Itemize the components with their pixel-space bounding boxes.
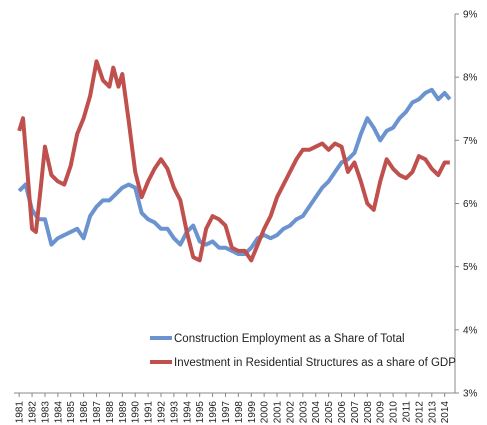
x-tick-label: 1994 — [182, 401, 193, 424]
x-tick-label: 2000 — [260, 401, 271, 424]
x-tick-label: 2013 — [427, 401, 438, 424]
legend-label: Investment in Residential Structures as … — [174, 357, 456, 369]
y-tick-label: 4% — [463, 325, 478, 336]
legend-label: Construction Employment as a Share of To… — [174, 333, 405, 345]
series-line — [17, 59, 450, 263]
x-tick-label: 2001 — [273, 401, 284, 424]
x-tick-label: 2011 — [402, 401, 413, 423]
x-tick-label: 1987 — [92, 401, 103, 424]
x-tick-label: 1990 — [131, 401, 142, 424]
x-tick-label: 2005 — [324, 401, 335, 424]
x-tick-label: 2006 — [337, 401, 348, 424]
y-tick-label: 9% — [463, 10, 478, 21]
x-tick-label: 2010 — [389, 401, 400, 424]
y-tick-label: 7% — [463, 136, 478, 147]
x-tick-label: 1998 — [234, 401, 245, 424]
x-tick-label: 2007 — [350, 401, 361, 424]
x-tick-label: 1995 — [195, 401, 206, 424]
x-tick-label: 1983 — [40, 401, 51, 424]
x-tick-label: 1989 — [118, 401, 129, 424]
x-tick-label: 2012 — [414, 401, 425, 424]
y-tick-label: 3% — [463, 389, 478, 400]
x-tick-label: 1985 — [66, 401, 77, 424]
x-tick-label: 1996 — [208, 401, 219, 424]
x-tick-label: 1984 — [53, 401, 64, 424]
series-line — [17, 87, 452, 257]
x-tick-label: 1982 — [28, 401, 39, 424]
x-tick-label: 1981 — [15, 401, 26, 424]
y-tick-label: 8% — [463, 73, 478, 84]
x-tick-label: 2014 — [440, 401, 451, 424]
x-tick-label: 2008 — [363, 401, 374, 424]
x-tick-label: 2002 — [285, 401, 296, 424]
x-tick-label: 1991 — [144, 401, 155, 424]
x-tick-label: 2004 — [311, 401, 322, 424]
x-tick-label: 2003 — [298, 401, 309, 424]
x-tick-label: 1986 — [79, 401, 90, 424]
x-tick-label: 1993 — [169, 401, 180, 424]
x-tick-label: 1992 — [157, 401, 168, 424]
x-tick-label: 1988 — [105, 401, 116, 424]
y-tick-label: 5% — [463, 262, 478, 273]
x-tick-label: 1997 — [221, 401, 232, 424]
x-tick-label: 1999 — [247, 401, 258, 424]
y-tick-label: 6% — [463, 199, 478, 210]
x-tick-label: 2009 — [376, 401, 387, 424]
